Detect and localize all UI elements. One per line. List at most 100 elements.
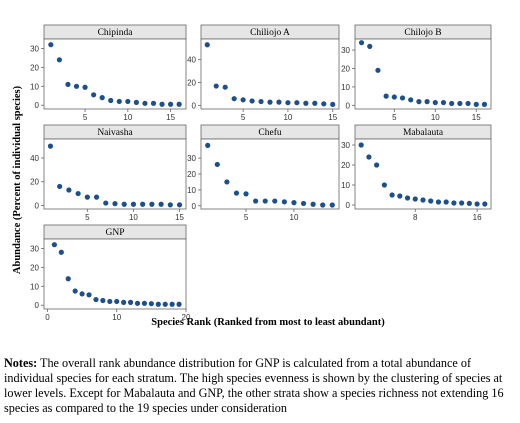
point bbox=[86, 292, 92, 298]
point bbox=[243, 191, 249, 197]
point bbox=[366, 154, 372, 160]
point bbox=[262, 198, 268, 204]
point bbox=[150, 100, 157, 106]
y-tick-label: 20 bbox=[30, 178, 39, 187]
point bbox=[148, 301, 154, 307]
point bbox=[93, 296, 99, 303]
x-tick-label: 15 bbox=[166, 113, 175, 122]
point bbox=[121, 299, 127, 305]
point bbox=[72, 288, 78, 294]
point bbox=[56, 57, 62, 63]
point bbox=[466, 200, 472, 206]
point bbox=[159, 101, 165, 107]
point bbox=[233, 190, 240, 196]
notes: Notes: The overall rank abundance distri… bbox=[4, 356, 516, 416]
panel-frame bbox=[43, 38, 187, 110]
point bbox=[48, 42, 54, 48]
point bbox=[158, 201, 164, 207]
point bbox=[432, 99, 438, 106]
panel-title: Chiliojo A bbox=[250, 28, 290, 38]
point bbox=[213, 83, 219, 89]
point bbox=[167, 202, 173, 208]
point bbox=[140, 201, 146, 207]
point bbox=[205, 142, 211, 148]
y-tick-label: 20 bbox=[30, 63, 39, 72]
point bbox=[267, 99, 273, 105]
y-tick-label: 0 bbox=[35, 301, 40, 310]
point bbox=[141, 300, 148, 306]
notes-label: Notes: bbox=[4, 356, 38, 370]
x-tick-label: 10 bbox=[112, 313, 121, 322]
point bbox=[443, 199, 449, 205]
point bbox=[253, 198, 259, 204]
y-tick-label: 30 bbox=[341, 46, 350, 55]
point bbox=[451, 200, 457, 206]
point bbox=[291, 200, 297, 206]
y-tick-label: 0 bbox=[346, 201, 351, 210]
point bbox=[176, 101, 182, 107]
point bbox=[440, 99, 447, 106]
point bbox=[249, 98, 255, 104]
x-tick-label: 20 bbox=[182, 313, 191, 322]
x-tick-label: 15 bbox=[472, 113, 481, 122]
point bbox=[91, 92, 97, 98]
point bbox=[294, 100, 300, 106]
point bbox=[330, 101, 336, 108]
point bbox=[121, 201, 127, 207]
point bbox=[134, 300, 141, 306]
point bbox=[65, 276, 71, 282]
panel-title: GNP bbox=[105, 228, 124, 238]
point bbox=[130, 201, 137, 207]
panel-frame bbox=[354, 138, 492, 210]
point bbox=[321, 101, 327, 107]
panel-title: Chipinda bbox=[98, 28, 134, 38]
point bbox=[107, 298, 113, 305]
point bbox=[84, 194, 90, 200]
point bbox=[103, 200, 109, 206]
y-tick-label: 30 bbox=[30, 44, 39, 53]
x-tick-label: 5 bbox=[85, 213, 90, 222]
point bbox=[75, 190, 81, 197]
panel-title: Naivasha bbox=[97, 128, 133, 138]
y-tick-label: 20 bbox=[341, 161, 350, 170]
y-axis-label: Abundance (Percent of individual species… bbox=[12, 85, 23, 274]
point bbox=[435, 199, 442, 205]
x-tick-label: 16 bbox=[473, 213, 482, 222]
point bbox=[329, 202, 335, 208]
point bbox=[399, 95, 406, 101]
x-tick-label: 5 bbox=[244, 213, 249, 222]
point bbox=[465, 100, 471, 107]
point bbox=[272, 198, 278, 204]
point bbox=[155, 301, 161, 307]
point bbox=[142, 100, 148, 106]
x-tick-label: 0 bbox=[45, 313, 50, 322]
point bbox=[51, 242, 57, 248]
point bbox=[231, 96, 237, 102]
point bbox=[424, 99, 430, 105]
point bbox=[397, 193, 403, 199]
point bbox=[482, 201, 488, 207]
y-tick-label: 20 bbox=[30, 263, 39, 272]
x-axis-label: Species Rank (Ranked from most to least … bbox=[151, 317, 385, 328]
point bbox=[459, 200, 465, 206]
point bbox=[66, 187, 72, 193]
point bbox=[169, 301, 175, 307]
y-tick-label: 0 bbox=[35, 201, 40, 210]
y-tick-label: 10 bbox=[341, 83, 350, 92]
point bbox=[240, 97, 246, 103]
panel-frame bbox=[43, 138, 187, 210]
point bbox=[391, 94, 397, 100]
x-tick-label: 15 bbox=[175, 213, 184, 222]
y-tick-label: 30 bbox=[187, 154, 196, 163]
panel-frame bbox=[200, 38, 340, 110]
point bbox=[133, 99, 139, 105]
point bbox=[420, 197, 426, 203]
x-tick-label: 10 bbox=[123, 113, 132, 122]
point bbox=[381, 182, 387, 188]
point bbox=[404, 195, 411, 201]
panel-frame bbox=[200, 138, 340, 210]
point bbox=[79, 291, 85, 297]
point bbox=[481, 101, 488, 107]
figure: Abundance (Percent of individual species… bbox=[12, 24, 492, 328]
point bbox=[367, 43, 373, 49]
